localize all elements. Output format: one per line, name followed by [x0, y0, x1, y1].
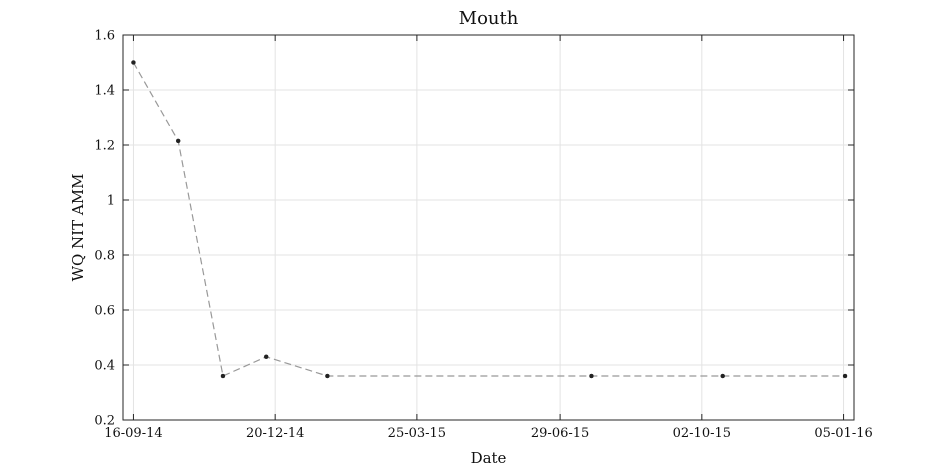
data-point [175, 138, 181, 144]
y-tick-label: 1 [107, 194, 115, 209]
y-axis-label: WQ NIT AMM [69, 174, 87, 282]
y-tick-label: 0.4 [94, 359, 115, 374]
x-tick-label: 16-09-14 [104, 426, 162, 441]
data-point [720, 373, 725, 379]
data-point [220, 373, 226, 379]
x-tick-label: 20-12-14 [246, 426, 304, 441]
x-tick-label: 02-10-15 [673, 426, 731, 441]
x-axis-label: Date [471, 449, 507, 467]
y-tick-label: 1.6 [94, 29, 115, 44]
data-point [589, 373, 594, 379]
y-tick-label: 0.2 [94, 414, 115, 429]
data-point [263, 354, 269, 359]
x-tick-label: 25-03-15 [388, 426, 446, 441]
x-tick-label: 29-06-15 [531, 426, 589, 441]
y-tick-label: 0.8 [94, 249, 115, 264]
plot-area-frame [122, 34, 855, 421]
series-line [132, 62, 845, 377]
y-tick-label: 0.6 [94, 304, 115, 319]
data-point [842, 373, 848, 379]
x-tick-label: 05-01-16 [814, 426, 872, 441]
data-point [131, 60, 136, 65]
y-tick-label: 1.4 [94, 84, 115, 99]
data-point [325, 373, 330, 379]
data-series [131, 60, 848, 379]
axis-ticks [123, 34, 854, 421]
chart-title: Mouth [459, 8, 519, 29]
y-tick-label: 1.2 [94, 139, 115, 154]
